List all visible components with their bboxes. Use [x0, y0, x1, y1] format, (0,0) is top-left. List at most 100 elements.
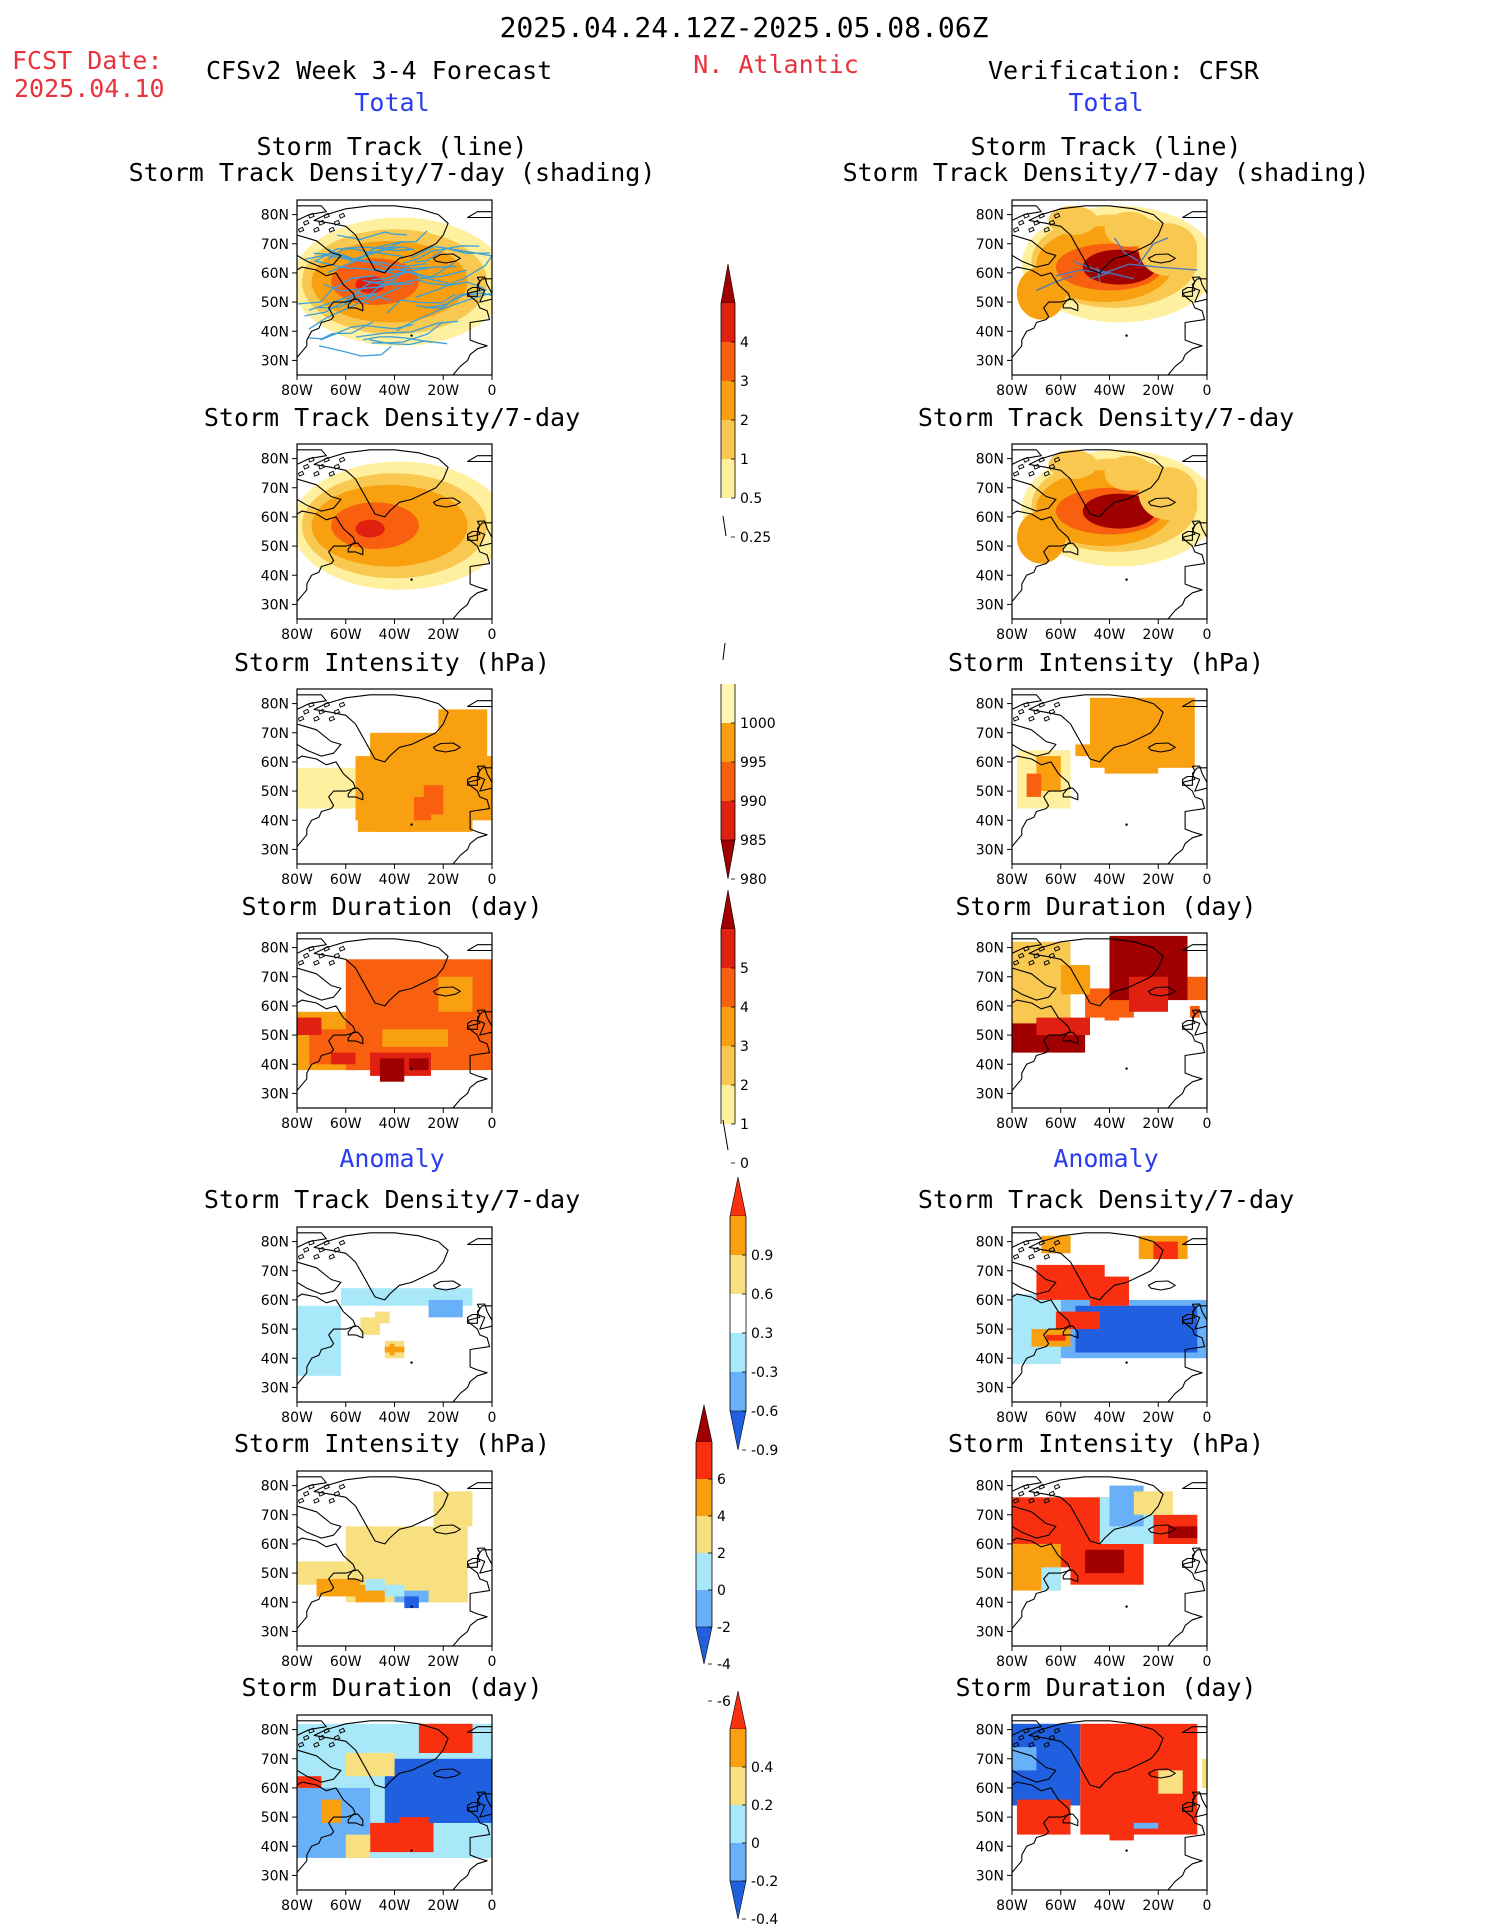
right-section-total: Total: [1068, 88, 1144, 117]
lat-tick-label: 60N: [976, 999, 1004, 1015]
lon-tick-label: 20W: [1142, 1654, 1174, 1670]
lon-tick-label: 60W: [330, 383, 362, 399]
colorbar-label: 0.5: [740, 491, 762, 507]
lon-tick-label: 80W: [996, 872, 1028, 888]
lon-tick-label: 40W: [1094, 627, 1126, 643]
map-cfsr-duration: 80N 70N 60N 50N 40N 30N 80W 60W 40W 20W 0: [976, 932, 1211, 1132]
map-fcst-density-anom: 80N 70N 60N 50N 40N 30N 80W 60W 40W 20W 0: [261, 1226, 496, 1426]
lon-tick-label: 60W: [330, 1410, 362, 1426]
lat-tick-label: 40N: [976, 1839, 1004, 1855]
colorbar-label: 4: [740, 335, 749, 351]
shade-cell: [297, 1305, 341, 1376]
lat-tick-label: 80N: [261, 1235, 289, 1251]
colorbar-label: 995: [740, 755, 767, 771]
lat-tick-label: 50N: [976, 1566, 1004, 1582]
title-right-duration-anom: Storm Duration (day): [955, 1673, 1257, 1702]
colorbar-swatch: [730, 1333, 746, 1372]
arctic-islands: [1012, 1483, 1061, 1504]
lon-tick-label: 80W: [281, 627, 313, 643]
lat-tick-label: 60N: [261, 266, 289, 282]
colorbar-intensity-anom: 6 4 2 0 -2 -4 -6: [695, 1404, 731, 1710]
lon-tick-label: 60W: [1045, 1116, 1077, 1132]
coastline: [1012, 205, 1207, 375]
lon-tick-label: 40W: [379, 872, 411, 888]
lat-tick-label: 80N: [976, 452, 1004, 468]
shade-cell: [365, 1578, 385, 1591]
lat-tick-label: 60N: [976, 1537, 1004, 1553]
colorbar-label: 4: [740, 1000, 749, 1016]
shade-cell: [399, 1817, 429, 1835]
map-cfsr-intensity-anom: 80N 70N 60N 50N 40N 30N 80W 60W 40W 20W 0: [976, 1470, 1211, 1670]
lat-tick-label: 50N: [261, 1322, 289, 1338]
lon-tick-label: 0: [488, 1116, 497, 1132]
lat-tick-label: 70N: [261, 481, 289, 497]
lat-tick-label: 40N: [976, 324, 1004, 340]
lon-tick-label: 80W: [281, 1116, 313, 1132]
title-right-track-shading: Storm Track Density/7-day (shading): [842, 158, 1370, 187]
shade-cell: [382, 1029, 449, 1047]
lat-tick-label: 40N: [261, 1595, 289, 1611]
colorbar-swatch: [730, 1729, 746, 1767]
lon-tick-label: 20W: [1142, 1898, 1174, 1914]
shade-cell: [414, 796, 432, 821]
arctic-islands: [297, 1727, 346, 1748]
lat-tick-label: 50N: [976, 1810, 1004, 1826]
lon-tick-label: 40W: [379, 1654, 411, 1670]
colorbar-swatch: [721, 929, 735, 968]
lon-tick-label: 20W: [427, 872, 459, 888]
shade-cell: [1158, 1770, 1183, 1794]
colorbar-label: 0.2: [751, 1798, 773, 1814]
shade-cell: [1109, 1817, 1134, 1841]
map-fcst-intensity: 80N 70N 60N 50N 40N 30N 80W 60W 40W 20W 0: [261, 688, 497, 888]
arctic-islands: [297, 456, 346, 477]
arctic-islands: [297, 701, 346, 722]
colorbar-swatch: [696, 1516, 712, 1553]
colorbar-label: 0: [740, 1156, 749, 1172]
lon-tick-label: 60W: [330, 1898, 362, 1914]
fcst-date-label: FCST Date:: [12, 46, 163, 75]
lon-tick-label: 40W: [379, 1116, 411, 1132]
shade-cell: [297, 1017, 322, 1036]
coastline: [1012, 449, 1207, 619]
colorbar-label: -0.6: [751, 1404, 778, 1420]
lon-tick-label: 20W: [427, 383, 459, 399]
shade-area: [1138, 467, 1198, 520]
shade-cell: [1187, 976, 1207, 1001]
lat-tick-label: 70N: [976, 1508, 1004, 1524]
title-left-track-shading: Storm Track Density/7-day (shading): [128, 158, 656, 187]
lon-tick-label: 20W: [1142, 872, 1174, 888]
colorbar-label: 0.9: [751, 1248, 773, 1264]
lat-tick-label: 80N: [976, 208, 1004, 224]
shade-area: [1104, 211, 1154, 247]
lat-tick-label: 50N: [976, 784, 1004, 800]
shade-area: [1016, 511, 1066, 564]
coastline: [1012, 1720, 1207, 1890]
colorbar-label: 3: [740, 374, 749, 390]
colorbar-label: 990: [740, 794, 767, 810]
lon-tick-label: 80W: [281, 383, 313, 399]
lon-tick-label: 80W: [996, 627, 1028, 643]
lat-tick-label: 70N: [261, 1264, 289, 1280]
lon-tick-label: 80W: [281, 1410, 313, 1426]
lat-tick-label: 70N: [976, 1752, 1004, 1768]
shade-cell: [1090, 1276, 1129, 1306]
colorbar-label: 980: [740, 872, 767, 888]
lon-tick-label: 0: [488, 872, 497, 888]
shade-cell: [418, 1723, 473, 1753]
shade-cell: [1036, 1017, 1090, 1036]
shade-area: [1048, 205, 1098, 235]
shade-cell: [384, 1758, 492, 1823]
arctic-islands: [1012, 1239, 1061, 1260]
shade-cell: [1189, 1005, 1200, 1018]
region-title: N. Atlantic: [693, 50, 859, 79]
colorbar-swatch: [730, 1216, 746, 1255]
lat-tick-label: 80N: [976, 1235, 1004, 1251]
coastline: [297, 205, 492, 375]
right-section-anomaly: Anomaly: [1053, 1144, 1159, 1173]
lat-tick-label: 30N: [261, 597, 289, 613]
title-right-density: Storm Track Density/7-day: [917, 403, 1295, 432]
shade-cell: [428, 1299, 463, 1318]
shade-area: [1016, 267, 1066, 320]
colorbar-label: 2: [740, 413, 749, 429]
colorbar-swatch: [730, 1372, 746, 1411]
